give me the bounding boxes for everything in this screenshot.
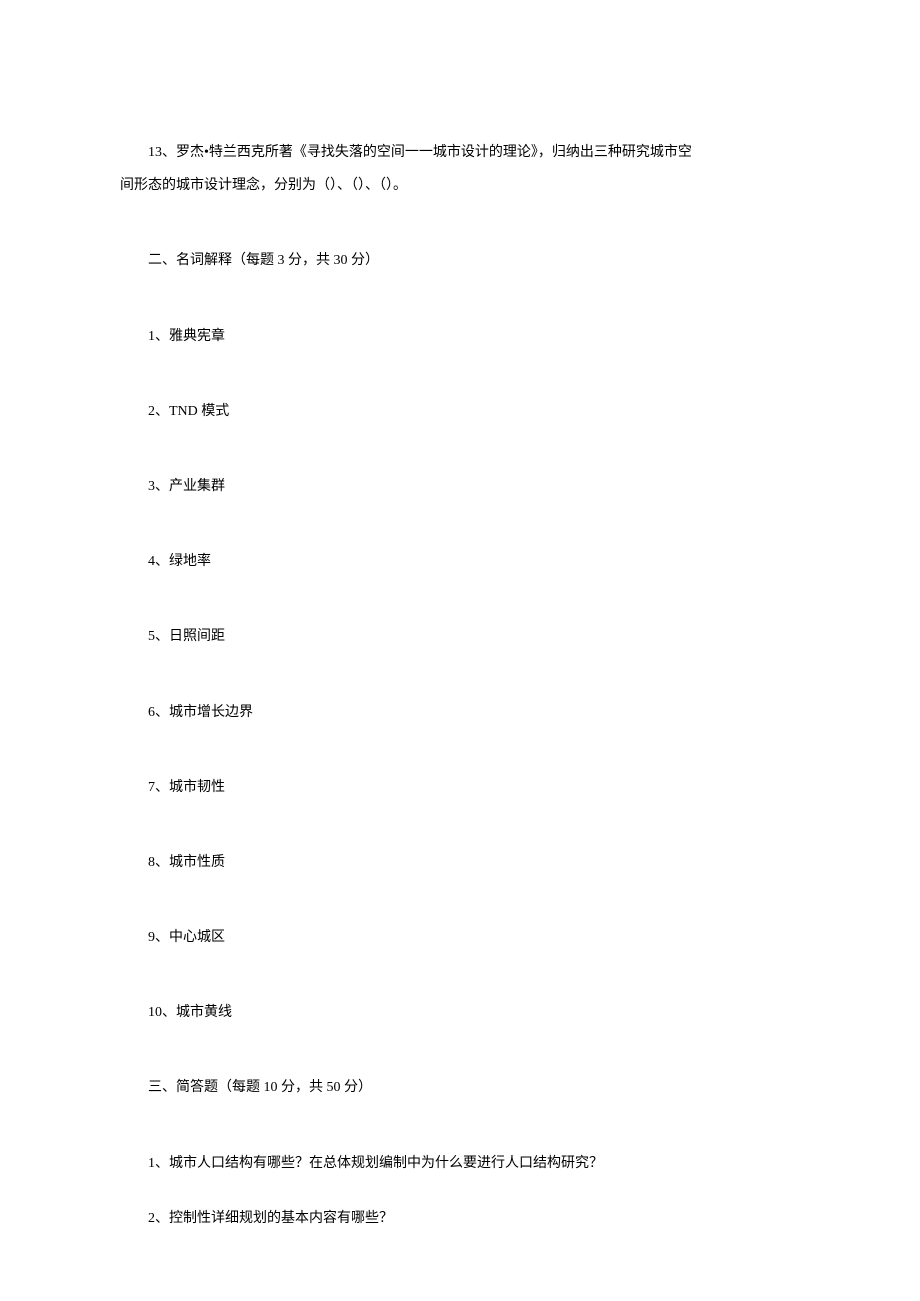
short-answer-1: 1、城市人口结构有哪些？在总体规划编制中为什么要进行人口结构研究？ bbox=[120, 1151, 800, 1176]
document-content: 13、罗杰•特兰西克所著《寻找失落的空间一一城市设计的理论》，归纳出三种研究城市… bbox=[120, 140, 800, 1231]
term-item-9: 9、中心城区 bbox=[120, 925, 800, 950]
term-item-2: 2、TND 模式 bbox=[120, 399, 800, 424]
short-answer-2: 2、控制性详细规划的基本内容有哪些？ bbox=[120, 1206, 800, 1231]
term-item-4: 4、绿地率 bbox=[120, 549, 800, 574]
term-item-7: 7、城市韧性 bbox=[120, 775, 800, 800]
term-item-10: 10、城市黄线 bbox=[120, 1000, 800, 1025]
question-13-line1: 13、罗杰•特兰西克所著《寻找失落的空间一一城市设计的理论》，归纳出三种研究城市… bbox=[120, 140, 800, 165]
section-3-header: 三、简答题（每题 10 分，共 50 分） bbox=[120, 1075, 800, 1100]
term-item-1: 1、雅典宪章 bbox=[120, 324, 800, 349]
term-item-3: 3、产业集群 bbox=[120, 474, 800, 499]
question-13-line2: 间形态的城市设计理念，分别为（）、（）、（）。 bbox=[120, 173, 800, 198]
section-2-header: 二、名词解释（每题 3 分，共 30 分） bbox=[120, 248, 800, 273]
term-item-8: 8、城市性质 bbox=[120, 850, 800, 875]
term-item-6: 6、城市增长边界 bbox=[120, 700, 800, 725]
term-item-5: 5、日照间距 bbox=[120, 624, 800, 649]
